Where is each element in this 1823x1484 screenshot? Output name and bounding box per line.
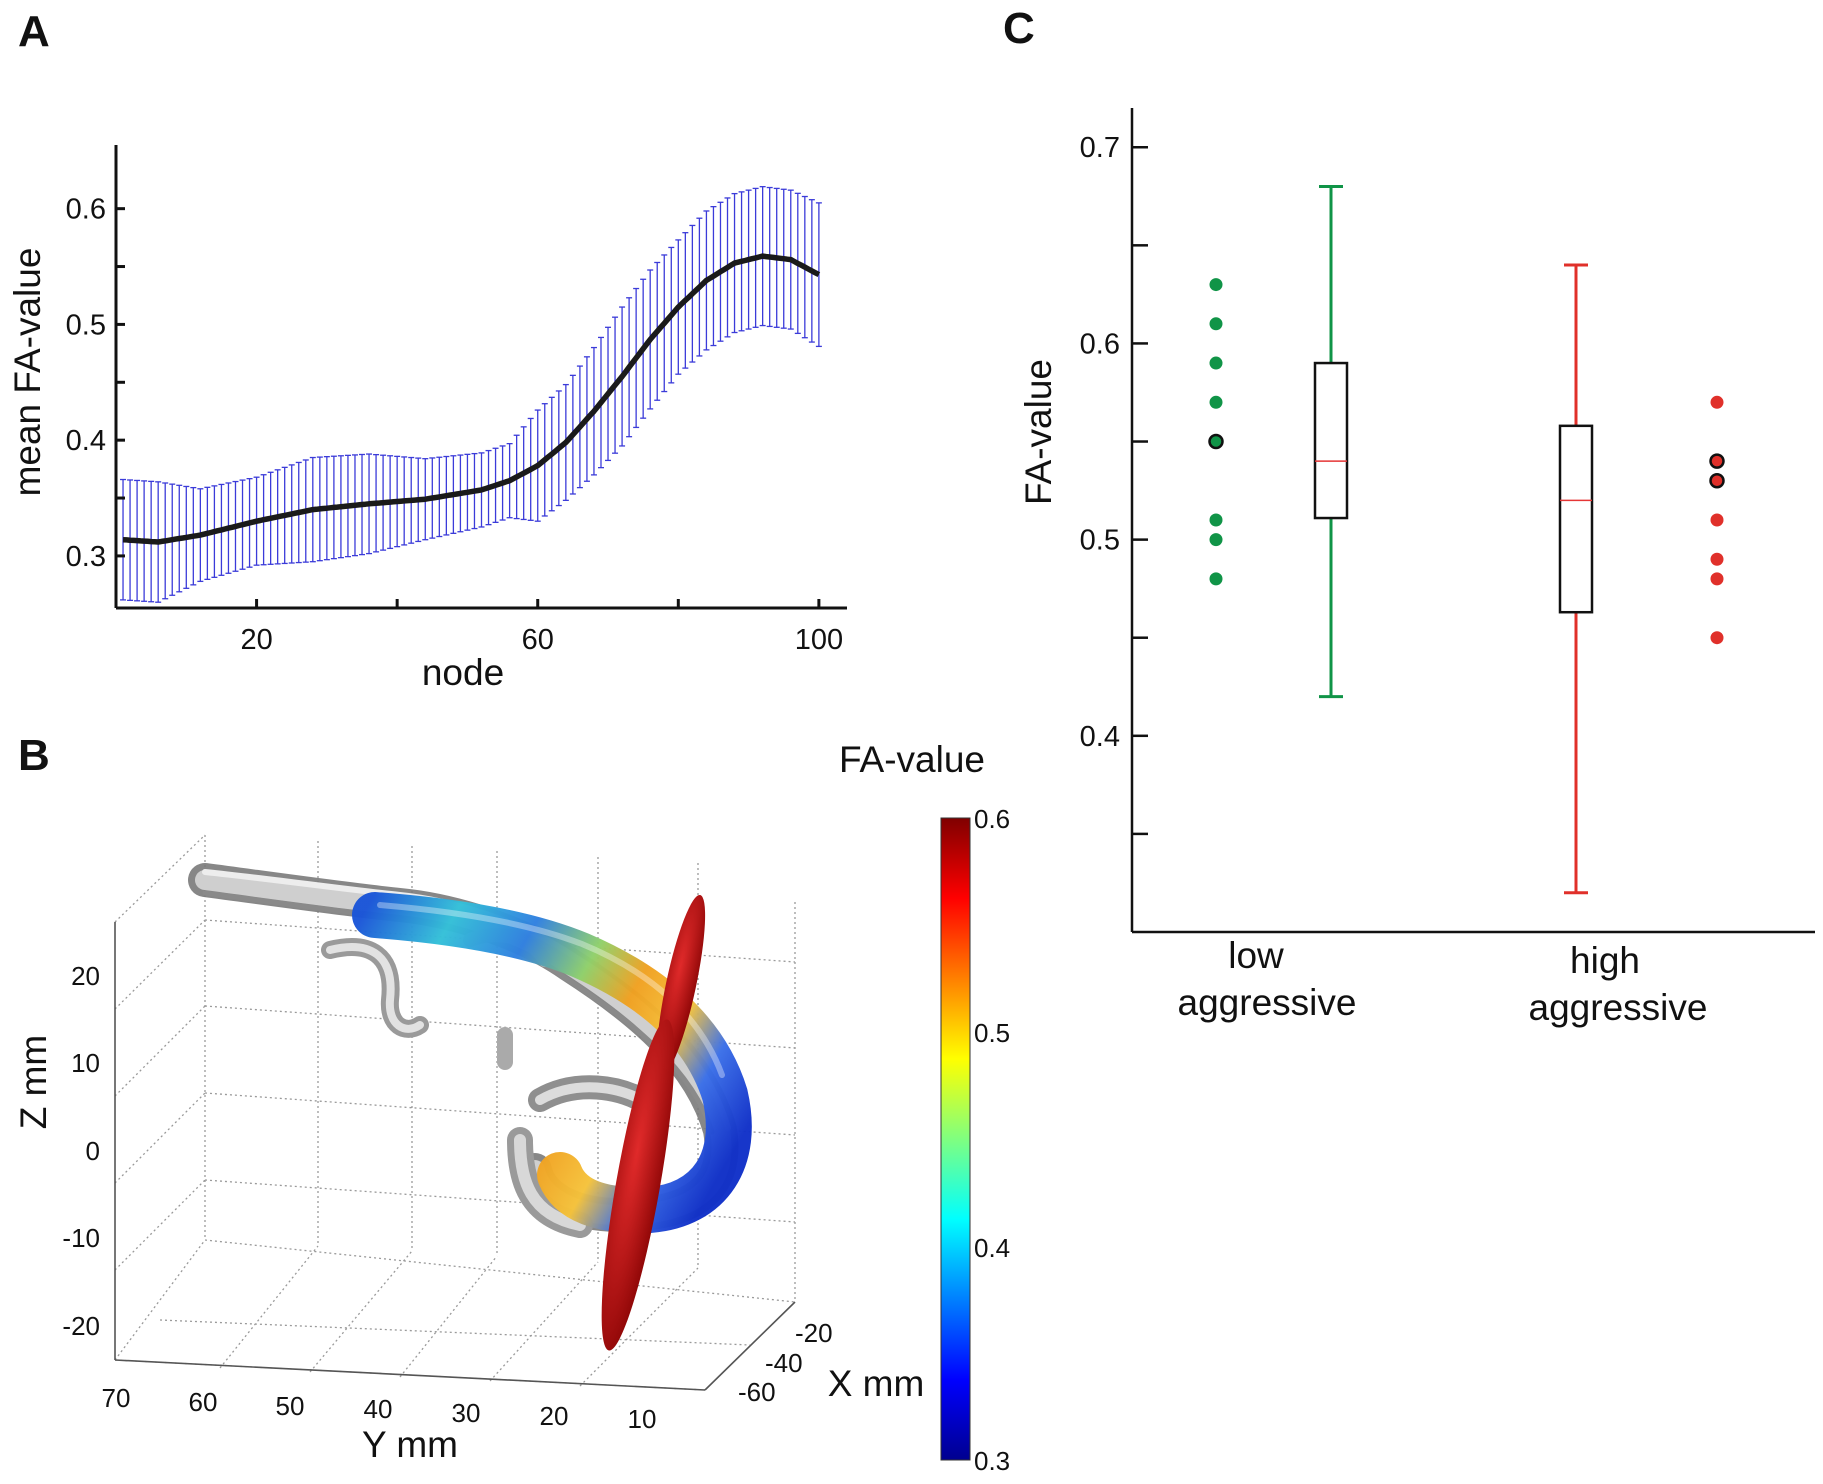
panel-b-x-axis-label: X mm xyxy=(828,1363,925,1404)
panel-b-z-ticks: 20 10 0 -10 -20 xyxy=(62,961,100,1341)
svg-text:20: 20 xyxy=(71,961,100,991)
y-tick-label: 0.7 xyxy=(1080,132,1120,164)
y-tick-label: 0.5 xyxy=(1080,525,1120,557)
category-label-low-line2: aggressive xyxy=(1178,982,1357,1023)
svg-text:30: 30 xyxy=(452,1398,481,1428)
data-point xyxy=(1709,453,1725,469)
svg-text:0: 0 xyxy=(86,1136,100,1166)
svg-text:-40: -40 xyxy=(765,1348,803,1378)
panel-b-3d-grid xyxy=(114,834,796,1391)
data-point xyxy=(1710,513,1724,527)
panel-b-y-axis-label: Y mm xyxy=(362,1424,458,1465)
data-point xyxy=(1709,473,1725,489)
panel-b-y-ticks: 70 60 50 40 30 20 10 xyxy=(102,1383,657,1434)
panel-b-colorbar: FA-value 0.6 0.5 0.4 0.3 xyxy=(839,739,1010,1476)
svg-text:-20: -20 xyxy=(795,1318,833,1348)
data-point xyxy=(1208,433,1224,450)
x-tick-label: 100 xyxy=(795,624,843,656)
y-tick-label: 0.4 xyxy=(1080,721,1120,753)
svg-text:-10: -10 xyxy=(62,1223,100,1253)
colorbar-title: FA-value xyxy=(839,739,985,780)
panel-c-box-plot: 0.4 0.5 0.6 0.7 FA-value low aggressive hig… xyxy=(1018,108,1815,1028)
data-point xyxy=(1209,513,1223,527)
panel-a-x-axis-label: node xyxy=(422,652,504,693)
svg-text:10: 10 xyxy=(71,1048,100,1078)
y-tick-label: 0.6 xyxy=(66,194,106,226)
box xyxy=(1313,361,1349,520)
panel-b-axes-frame xyxy=(114,922,796,1391)
data-point xyxy=(1209,533,1223,547)
panel-b-tract-rendering: 20 10 0 -10 -20 70 60 50 40 30 20 10 -20… xyxy=(13,739,1010,1476)
x-tick-label: 60 xyxy=(522,624,554,656)
category-label-high-line1: high xyxy=(1570,940,1640,981)
svg-text:0.5: 0.5 xyxy=(974,1018,1010,1048)
data-point xyxy=(1209,572,1223,586)
svg-text:40: 40 xyxy=(364,1394,393,1424)
panel-c-y-axis-label: FA-value xyxy=(1018,359,1059,505)
svg-text:-60: -60 xyxy=(738,1377,776,1407)
data-point xyxy=(1710,631,1724,645)
panel-b-cutting-planes xyxy=(601,894,706,1351)
svg-text:0.6: 0.6 xyxy=(974,804,1010,834)
panel-a-y-axis-label: mean FA-value xyxy=(7,248,48,497)
category-label-high-line2: aggressive xyxy=(1529,987,1708,1028)
data-point xyxy=(1710,552,1724,566)
svg-text:0.4: 0.4 xyxy=(974,1233,1010,1263)
data-point xyxy=(1209,395,1223,409)
data-point xyxy=(1209,278,1223,292)
panel-letter-b: B xyxy=(18,731,50,780)
panel-a-line-chart: 20 60 100 0.3 0.4 0.5 0.6 node mean FA-value xyxy=(7,145,847,693)
svg-text:70: 70 xyxy=(102,1383,131,1413)
panel-letter-c: C xyxy=(1003,4,1035,53)
svg-text:20: 20 xyxy=(540,1401,569,1431)
panel-a-error-bars xyxy=(120,186,822,603)
x-tick-label: 20 xyxy=(240,624,272,656)
y-tick-label: 0.5 xyxy=(66,309,106,341)
y-tick-label: 0.3 xyxy=(66,541,106,573)
data-point xyxy=(1710,572,1724,586)
category-label-low-line1: low xyxy=(1228,935,1284,976)
y-tick-label: 0.6 xyxy=(1080,328,1120,360)
y-tick-label: 0.4 xyxy=(66,425,106,457)
panel-b-z-axis-label: Z mm xyxy=(13,1035,54,1130)
data-point xyxy=(1710,395,1724,409)
panel-b-x-ticks: -20 -40 -60 xyxy=(738,1318,833,1407)
svg-text:10: 10 xyxy=(628,1404,657,1434)
svg-text:50: 50 xyxy=(276,1391,305,1421)
panel-a-mean-line xyxy=(122,253,821,545)
svg-text:60: 60 xyxy=(189,1387,218,1417)
box xyxy=(1558,424,1594,614)
svg-text:0.3: 0.3 xyxy=(974,1446,1010,1476)
svg-text:-20: -20 xyxy=(62,1311,100,1341)
data-point xyxy=(1209,356,1223,370)
data-point xyxy=(1209,317,1223,331)
panel-letter-a: A xyxy=(18,7,50,56)
